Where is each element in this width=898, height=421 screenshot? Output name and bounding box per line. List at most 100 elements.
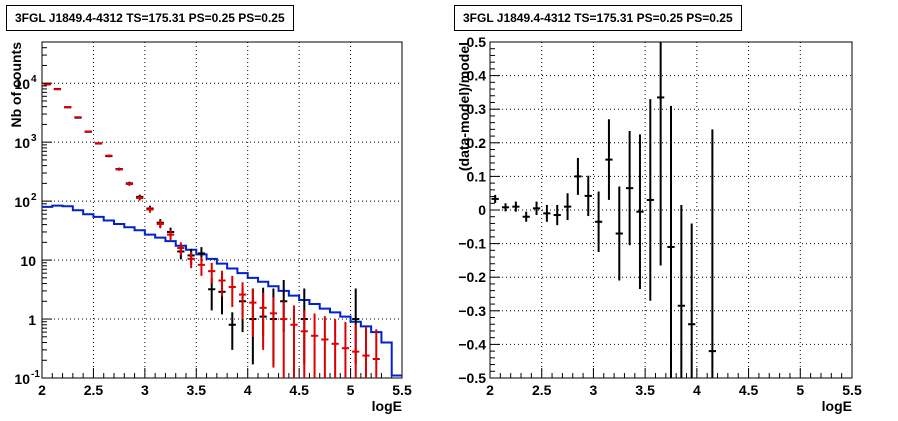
model-point (136, 195, 144, 201)
residual-point (532, 201, 541, 216)
y-tick-label: 0.3 (467, 101, 487, 117)
residual-point (677, 204, 685, 378)
y-tick-label: 0.4 (467, 68, 487, 84)
model-point (238, 282, 247, 320)
data-point (228, 312, 236, 350)
right-chart-panel: −0.5 −0.4 −0.3 −0.2 −0.1 0 0.1 0.2 0.3 0.4 0.5 2 2.5… (456, 34, 862, 414)
x-tick-label: 2.5 (84, 382, 104, 398)
model-point (372, 329, 380, 378)
x-tick-label: 4 (244, 382, 252, 398)
model-point (166, 230, 175, 241)
model-point (249, 288, 257, 337)
residual-point (553, 204, 561, 226)
y-tick-label: 10 (14, 371, 30, 387)
residual-point (491, 194, 499, 203)
residual-point (667, 105, 675, 378)
y-tick-label: 10 (14, 135, 30, 151)
model-point (208, 262, 216, 284)
residual-point (626, 131, 634, 246)
y-axis-title: (data-model)/model (456, 42, 472, 171)
model-point (84, 130, 92, 133)
x-tick-label: 4 (693, 382, 701, 398)
x-tick-label: 4.5 (289, 382, 309, 398)
x-axis-title: logE (372, 398, 402, 414)
left-chart-title: 3FGL J1849.4-4312 TS=175.31 PS=0.25 PS=0… (6, 5, 294, 31)
residual-point (512, 201, 520, 212)
model-point (321, 316, 329, 378)
model-point (53, 88, 62, 91)
model-point (331, 319, 339, 378)
y-tick-label: −0.5 (458, 370, 486, 386)
residual-point (615, 186, 623, 281)
model-point (341, 322, 350, 378)
model-point (290, 305, 298, 378)
model-point (280, 301, 288, 378)
y-tick-label: 1 (28, 312, 36, 328)
y-tick-label: −0.1 (458, 236, 486, 252)
model-point (310, 313, 319, 378)
model-point (218, 270, 226, 297)
x-tick-label: 2 (486, 382, 494, 398)
x-tick-label: 2.5 (532, 382, 552, 398)
y-tick-label: 10 (20, 253, 36, 269)
right-chart-title: 3FGL J1849.4-4312 TS=175.31 PS=0.25 PS=0… (454, 5, 742, 31)
x-tick-label: 3 (141, 382, 149, 398)
model-point (197, 257, 206, 276)
y-tick-label: 10 (14, 194, 30, 210)
residual-point (657, 42, 665, 266)
residual-point (646, 99, 654, 301)
y-tick-label: −0.2 (458, 269, 486, 285)
model-point (64, 105, 72, 108)
y-tick-exponent: 3 (31, 133, 37, 144)
model-point (187, 252, 195, 269)
source-model-line (42, 204, 402, 377)
model-point (125, 182, 134, 186)
model-point (74, 116, 82, 119)
residual-point (708, 129, 716, 378)
y-tick-exponent: 4 (31, 74, 37, 85)
residual-point (501, 203, 510, 212)
model-point (146, 206, 154, 213)
x-tick-label: 3.5 (187, 382, 207, 398)
residual-point (522, 211, 530, 222)
model-point (228, 275, 236, 308)
model-point (43, 83, 51, 86)
residual-point (605, 119, 613, 200)
x-tick-label: 5.5 (392, 382, 412, 398)
model-point (352, 324, 360, 378)
x-axis-title: logE (822, 398, 852, 414)
y-tick-label: −0.4 (458, 336, 486, 352)
y-tick-exponent: -1 (31, 369, 40, 380)
x-tick-label: 4.5 (739, 382, 759, 398)
residual-point (594, 191, 603, 252)
x-tick-label: 5 (347, 382, 355, 398)
model-point (259, 292, 267, 350)
residual-point (688, 223, 696, 378)
y-tick-exponent: 2 (31, 192, 37, 203)
y-tick-label: 0 (478, 202, 486, 218)
model-point (94, 142, 103, 145)
y-tick-label: 10 (14, 76, 30, 92)
model-point (105, 154, 113, 157)
residual-point (584, 175, 592, 217)
y-tick-label: 0.5 (467, 34, 487, 50)
y-axis-title: Nb of counts (8, 42, 24, 128)
x-tick-label: 5 (796, 382, 804, 398)
residual-point (563, 193, 572, 221)
y-tick-label: 0.2 (467, 135, 487, 151)
x-tick-label: 3 (590, 382, 598, 398)
residual-point (574, 157, 582, 195)
residual-point (636, 134, 644, 289)
model-point (177, 242, 185, 256)
residual-point (543, 204, 551, 222)
x-tick-label: 5.5 (842, 382, 862, 398)
x-tick-label: 3.5 (635, 382, 655, 398)
plot-frame (41, 41, 403, 379)
y-tick-label: −0.3 (458, 303, 486, 319)
model-point (300, 310, 308, 378)
model-point (115, 168, 123, 171)
model-point (362, 327, 370, 378)
model-point (156, 220, 164, 229)
